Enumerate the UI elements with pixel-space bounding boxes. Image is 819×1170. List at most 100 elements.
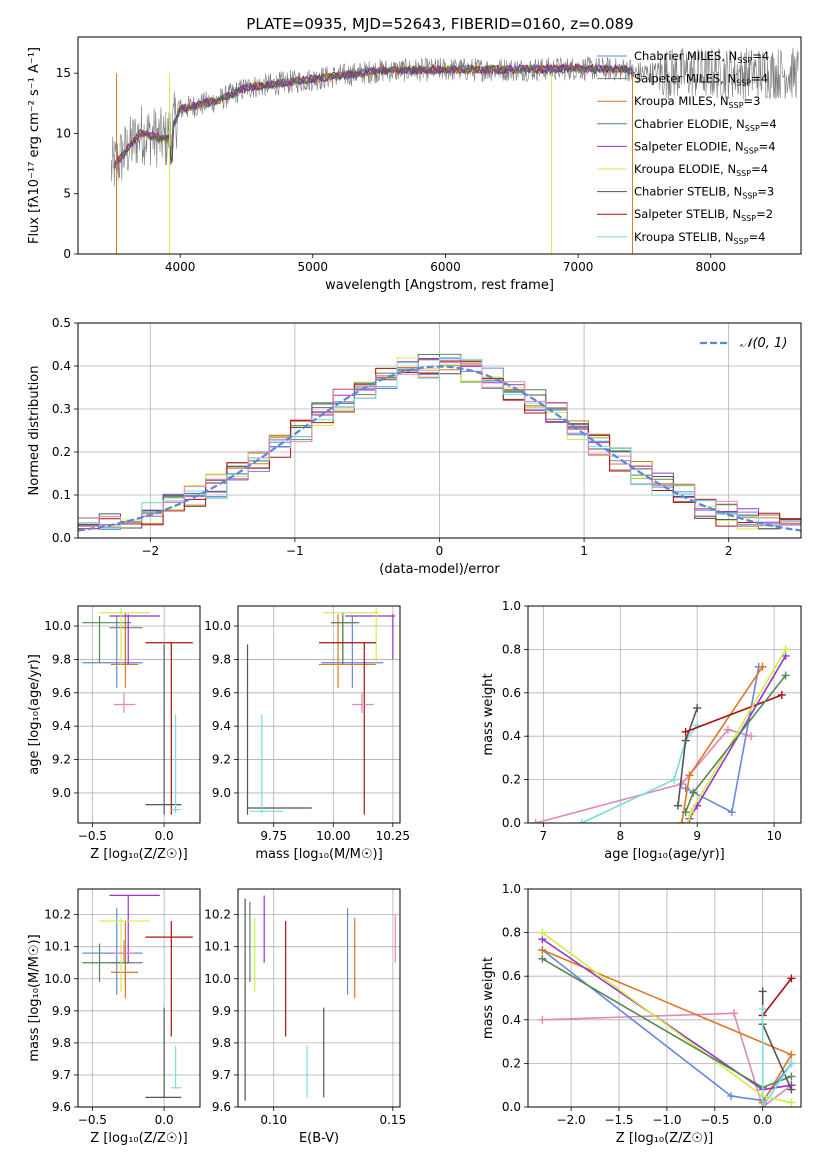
x-axis-label: mass [log₁₀(M/M☉)] — [255, 847, 382, 862]
legend-entry: Kroupa MILES, NSSP=3 — [634, 94, 760, 110]
legend-entry: Chabrier MILES, NSSP=4 — [634, 49, 769, 65]
y-axis-label: Flux [fλ10⁻¹⁷ erg cm⁻² s⁻¹ A⁻¹] — [27, 47, 42, 244]
tick-label-x: 0.0 — [155, 829, 174, 843]
tick-label-y: 9.0 — [52, 786, 71, 800]
weight-marker — [729, 1009, 738, 1018]
tick-label-y: 0.0 — [52, 531, 71, 545]
tick-label-y: 0.2 — [502, 773, 521, 787]
axes-age-vs-mass: 9.75 10.00 10.25 9.0 9.2 9.4 9.6 9.8 10.0 mass [l… — [204, 605, 410, 862]
x-axis-label: Z [log₁₀(Z/Z☉)] — [616, 1131, 713, 1146]
weight-marker — [677, 819, 686, 823]
spectrum-legend: Chabrier MILES, NSSP=4 Salpeter MILES, NS… — [597, 49, 777, 246]
tick-label-x: 0.0 — [155, 1113, 174, 1127]
weight-line-salpeter-stelib — [685, 694, 783, 733]
tick-label-y: 0.2 — [52, 445, 71, 459]
plot-area-mass-vs-EBV — [244, 895, 396, 1101]
tick-label-y: 0.5 — [52, 316, 71, 330]
weight-marker — [677, 779, 686, 788]
tick-label-y: 0.0 — [502, 1100, 521, 1114]
axes-frame — [77, 888, 201, 1108]
spectrum-line-kroupa-miles — [113, 63, 633, 168]
axes-frame — [77, 605, 201, 824]
weight-marker — [538, 928, 547, 937]
tick-label-y: 0.4 — [52, 359, 71, 373]
gaussian-curve — [78, 365, 801, 532]
weight-marker — [538, 1015, 547, 1024]
tick-label-y: 0.8 — [502, 642, 521, 656]
tick-label-x: 8000 — [696, 260, 727, 274]
legend-entry: 𝒩(0, 1) — [740, 336, 787, 351]
tick-label-y: 0.3 — [52, 402, 71, 416]
spectrum-line-salpeter-miles — [110, 47, 799, 187]
tick-label-y: 0.0 — [502, 816, 521, 830]
plot-area-age-vs-mass — [246, 607, 396, 815]
tick-label-y: 10.2 — [44, 908, 71, 922]
tick-label-x: 2 — [725, 544, 733, 558]
tick-label-x: −0.5 — [700, 1113, 729, 1127]
tick-label-y: 9.7 — [52, 1068, 71, 1082]
tick-label-x: 4000 — [165, 260, 196, 274]
tick-label-y: 1.0 — [502, 882, 521, 896]
tick-label-y: 9.8 — [52, 1036, 71, 1050]
weight-marker — [758, 987, 767, 996]
tick-label-x: 9.75 — [260, 829, 287, 843]
weight-marker — [681, 784, 690, 793]
weight-marker — [673, 801, 682, 810]
y-axis-label: age [log₁₀(age/yr)] — [27, 654, 42, 775]
legend-entry: Salpeter MILES, NSSP=4 — [634, 72, 768, 88]
tick-label-y: 9.2 — [52, 753, 71, 767]
axes-frame — [77, 36, 802, 255]
weight-marker — [531, 819, 540, 823]
axes-mass-vs-Z: −0.5 0.0 9.6 9.7 9.8 9.9 10.0 10.1 10.2 Z [log₁₀(… — [27, 888, 201, 1146]
tick-label-y: 9.2 — [212, 753, 231, 767]
y-axis-label: mass weight — [481, 673, 496, 755]
tick-label-y: 0.2 — [502, 1056, 521, 1070]
legend-entry: Kroupa ELODIE, NSSP=4 — [634, 162, 768, 178]
plot-area-mass-weight-vs-age — [531, 645, 790, 823]
tick-label-y: 0.6 — [502, 969, 521, 983]
tick-label-y: 9.4 — [212, 719, 231, 733]
weight-marker — [787, 974, 796, 983]
tick-label-y: 0.6 — [502, 686, 521, 700]
axes-age-vs-Z: −0.5 0.0 9.0 9.2 9.4 9.6 9.8 10.0 Z [log₁₀(Z/Z☉)… — [27, 605, 201, 862]
weight-marker — [747, 732, 756, 741]
tick-label-y: 10.2 — [204, 908, 231, 922]
weight-line-salpeter-stelib — [762, 977, 793, 1016]
tick-label-y: 10 — [56, 126, 71, 140]
weight-marker — [758, 662, 767, 671]
axes-residuals: −2 −1 0 1 2 0.0 0.1 0.2 0.3 0.4 0.5 (data-model)/er… — [27, 316, 802, 577]
tick-label-y: 0.1 — [52, 488, 71, 502]
weight-marker — [681, 736, 690, 745]
tick-label-y: 0 — [63, 247, 71, 261]
weight-marker — [670, 775, 679, 784]
tick-label-y: 15 — [56, 66, 71, 80]
y-axis-label: mass weight — [481, 957, 496, 1039]
weight-marker — [538, 946, 547, 955]
x-axis-label: E(B-V) — [299, 1131, 339, 1146]
tick-label-x: 8 — [616, 829, 624, 843]
tick-label-y: 10.0 — [44, 619, 71, 633]
weight-marker — [685, 771, 694, 780]
axes-mass-vs-EBV: 0.10 0.15 9.6 9.7 9.8 9.9 10.0 10.1 10.2 E(B-V) — [204, 888, 406, 1146]
weight-marker — [538, 954, 547, 963]
weight-line-kroupa-stelib — [581, 724, 698, 823]
axes-mass-weight-vs-Z: −2.0 −1.5 −1.0 −0.5 0.0 0.0 0.2 0.4 0.6 0.8 1.0 Z [… — [481, 882, 802, 1146]
axes-frame — [527, 605, 802, 824]
tick-label-x: 0 — [436, 544, 444, 558]
weight-line-pink — [535, 728, 752, 823]
tick-label-y: 10.0 — [204, 619, 231, 633]
axes-spectrum: 4000 5000 6000 7000 8000 0 5 10 15 wavelength [An… — [27, 36, 802, 293]
axes-frame — [527, 888, 802, 1108]
tick-label-x: −2.0 — [557, 1113, 586, 1127]
spectrum-line-kroupa-stelib — [113, 63, 635, 167]
figure-title: PLATE=0935, MJD=52643, FIBERID=0160, z=0… — [246, 15, 633, 33]
tick-label-y: 9.4 — [52, 719, 71, 733]
axes-mass-weight-vs-age: 7 8 9 10 0.0 0.2 0.4 0.6 0.8 1.0 age [log₁₀(age/yr… — [481, 599, 802, 862]
tick-label-y: 10.1 — [44, 940, 71, 954]
spectrum-line-chabrier-stelib — [113, 63, 635, 167]
tick-label-y: 1.0 — [502, 599, 521, 613]
y-axis-label: Normed distribution — [27, 366, 42, 496]
weight-marker — [681, 808, 690, 817]
legend-entry: Salpeter STELIB, NSSP=2 — [634, 207, 773, 223]
